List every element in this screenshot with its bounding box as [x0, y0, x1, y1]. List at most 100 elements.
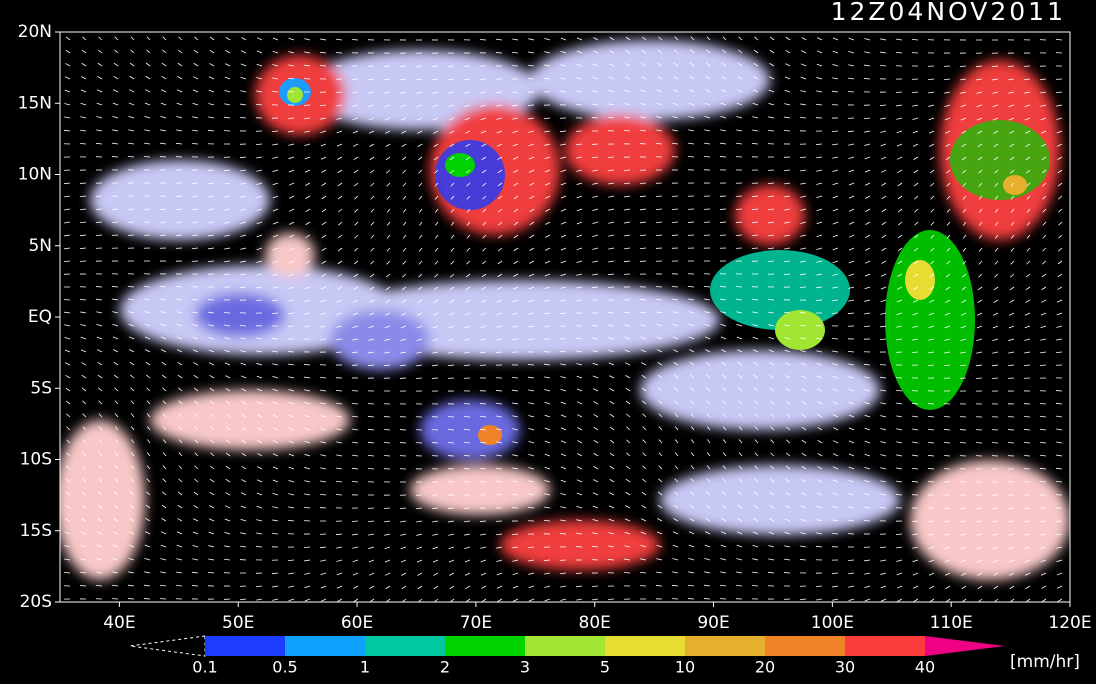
wind-arrow [448, 508, 454, 509]
x-tick-label: 90E [697, 613, 729, 633]
wind-arrow [80, 248, 86, 249]
wind-arrow [736, 222, 742, 223]
colorbar-label: 5 [600, 658, 610, 677]
wind-arrow [880, 507, 886, 508]
colorbar-segment [205, 636, 285, 656]
wind-arrow [352, 39, 358, 40]
wind-arrow [448, 442, 454, 443]
wind-arrow [592, 325, 598, 326]
wind-arrow [384, 442, 390, 443]
wind-arrow [656, 585, 662, 586]
wind-arrow [752, 248, 758, 249]
colorbar-segment [605, 636, 685, 656]
wind-arrow [720, 286, 726, 287]
wind-arrow [256, 300, 262, 301]
wind-arrow [304, 364, 310, 365]
wind-arrow [480, 79, 486, 80]
wind-arrow [112, 286, 118, 287]
colorbar-high-end [925, 636, 1005, 656]
colorbar-label: 40 [915, 658, 935, 677]
wind-arrow [864, 78, 870, 79]
wind-arrow [1024, 455, 1030, 456]
map-title: 12Z04NOV2011 [831, 0, 1066, 26]
colorbar-segment [765, 636, 845, 656]
wind-arrow [496, 390, 502, 391]
wind-arrow [960, 66, 966, 67]
colorbar-segment [365, 636, 445, 656]
wind-arrow [608, 599, 614, 600]
wind-arrow [832, 573, 838, 574]
wind-arrow [752, 143, 758, 144]
wind-arrow [384, 508, 390, 509]
x-tick-label: 60E [341, 613, 373, 633]
wind-arrow [224, 312, 230, 313]
wind-arrow [560, 313, 566, 314]
colorbar-label: 1 [360, 658, 370, 677]
y-tick-label: 20N [18, 22, 52, 42]
wind-arrow [736, 209, 742, 210]
colorbar-low-end [130, 636, 205, 656]
wind-arrow [640, 183, 646, 184]
colorbar-segment [285, 636, 365, 656]
wind-arrow [528, 105, 534, 106]
y-tick-label: 10N [18, 165, 52, 185]
x-tick-label: 70E [460, 613, 492, 633]
wind-arrow [336, 52, 342, 53]
wind-arrow [576, 104, 582, 105]
colorbar-label: 10 [675, 658, 695, 677]
wind-arrow [368, 416, 374, 417]
y-tick-label: 15N [18, 93, 52, 113]
wind-arrow [176, 235, 182, 236]
wind-arrow [752, 196, 758, 197]
y-tick-label: 20S [20, 592, 52, 612]
wind-arrow [240, 117, 246, 118]
wind-arrow [176, 209, 182, 210]
x-tick-label: 80E [579, 613, 611, 633]
wind-arrow [1008, 66, 1014, 67]
wind-arrow [400, 66, 406, 67]
colorbar-unit: [mm/hr] [1010, 652, 1080, 672]
colorbar-segment [525, 636, 605, 656]
wind-arrow [464, 416, 470, 417]
wind-arrow [480, 403, 486, 404]
wind-arrow [1024, 429, 1030, 430]
colorbar-segment [685, 636, 765, 656]
wind-arrow [80, 143, 86, 144]
x-tick-label: 110E [930, 613, 973, 633]
wind-arrow [432, 66, 438, 67]
y-tick-label: 5S [30, 378, 52, 398]
y-tick-label: EQ [28, 307, 52, 327]
wind-arrow [880, 339, 886, 340]
colorbar-label: 2 [440, 658, 450, 677]
wind-arrow [352, 521, 358, 522]
colorbar-segment [845, 636, 925, 656]
x-tick-label: 100E [811, 613, 854, 633]
wind-arrow [640, 299, 646, 300]
x-tick-label: 50E [222, 613, 254, 633]
wind-arrow [1040, 468, 1046, 469]
x-tick-label: 120E [1048, 613, 1091, 633]
wind-arrow [832, 338, 838, 339]
wind-arrow [384, 429, 390, 430]
wind-arrow [96, 235, 102, 236]
wind-arrow [896, 92, 902, 93]
wind-arrow [96, 209, 102, 210]
wind-arrow [656, 196, 662, 197]
colorbar-segment [445, 636, 525, 656]
wind-arrow [816, 144, 822, 145]
y-tick-label: 15S [20, 521, 52, 541]
wind-arrow [704, 156, 710, 157]
wind-arrow [288, 118, 294, 119]
wind-arrow [896, 494, 902, 495]
wind-arrow [512, 377, 518, 378]
wind-arrow [496, 352, 502, 353]
y-tick-label: 5N [28, 236, 52, 256]
wind-arrow [624, 170, 630, 171]
colorbar-label: 0.5 [272, 658, 297, 677]
wind-arrow [624, 572, 630, 573]
wind-arrow [368, 365, 374, 366]
wind-arrow [928, 468, 934, 469]
